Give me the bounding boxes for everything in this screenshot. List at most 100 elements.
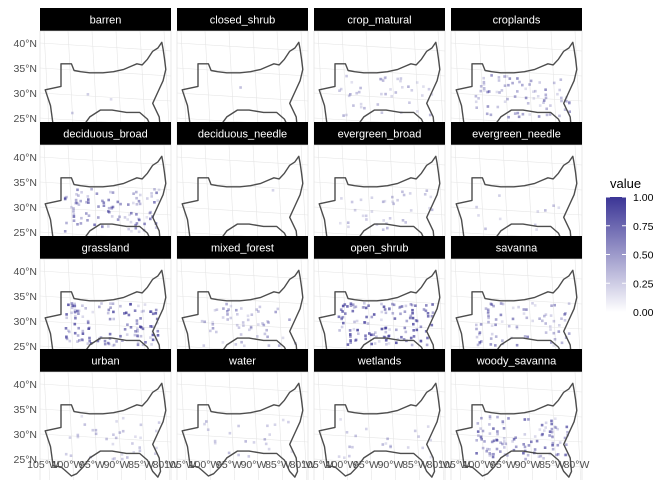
graticule-meridian: [67, 371, 75, 480]
density-cell: [134, 435, 137, 438]
density-cell: [74, 198, 78, 202]
density-cell: [123, 312, 126, 315]
density-cell: [149, 217, 152, 221]
graticule-meridian: [341, 371, 349, 480]
density-cell: [349, 335, 352, 338]
facet-strip-label: crop_matural: [347, 15, 411, 27]
density-cell: [274, 310, 277, 314]
density-cell: [73, 304, 77, 308]
density-cell: [357, 90, 361, 94]
y-tick-label: 25°N: [14, 454, 37, 466]
density-cell: [488, 454, 492, 457]
density-cell: [410, 343, 414, 347]
density-cell: [490, 332, 494, 336]
density-cell: [417, 435, 420, 438]
density-cell: [381, 79, 385, 82]
density-cell: [475, 106, 478, 109]
density-cell: [426, 315, 430, 318]
density-cell: [154, 308, 158, 312]
density-cell: [404, 304, 408, 308]
density-cell: [475, 327, 478, 331]
graticule-meridian: [139, 371, 147, 480]
density-cell: [543, 314, 546, 318]
density-cell: [388, 328, 391, 331]
density-cell: [481, 429, 485, 433]
density-cell: [402, 338, 406, 341]
density-cell: [553, 338, 557, 341]
density-cell: [480, 416, 483, 420]
density-cell: [248, 328, 251, 332]
density-cell: [71, 111, 74, 115]
density-cell: [395, 328, 398, 332]
y-tick-label: 30°N: [14, 429, 37, 441]
density-cells: [271, 189, 275, 192]
density-cell: [409, 336, 413, 340]
density-cell: [476, 430, 480, 433]
density-cell: [422, 85, 425, 88]
density-cell: [73, 322, 77, 326]
density-cell: [365, 427, 368, 431]
density-cell: [65, 313, 68, 316]
density-cell: [491, 455, 495, 459]
density-cell: [98, 305, 101, 309]
density-cell: [135, 203, 139, 206]
density-cell: [144, 341, 147, 344]
density-cell: [501, 302, 505, 306]
density-cell: [263, 438, 267, 441]
density-cell: [121, 457, 124, 461]
density-cell: [514, 436, 517, 439]
density-cell: [552, 344, 555, 347]
density-cell: [492, 439, 496, 443]
facet-panel-wetlands: wetlands: [313, 349, 446, 480]
density-cell: [106, 311, 110, 315]
density-cells: [63, 187, 161, 234]
graticule-parallel: [176, 270, 309, 280]
density-cell: [97, 205, 100, 208]
graticule-parallel: [313, 383, 446, 393]
density-cell: [563, 313, 566, 316]
density-cell: [380, 111, 384, 114]
density-cell: [567, 302, 571, 305]
density-cell: [93, 223, 96, 227]
density-cell: [239, 333, 243, 336]
density-cell: [496, 430, 499, 433]
panel-background: [176, 371, 309, 480]
density-cell: [485, 449, 488, 453]
density-cell: [118, 431, 122, 434]
density-cell: [205, 420, 208, 423]
graticule-parallel: [39, 92, 172, 102]
x-tick-label: 80°W: [564, 459, 590, 471]
density-cell: [384, 339, 388, 342]
facet-strip-label: open_shrub: [350, 243, 408, 255]
density-cell: [236, 313, 239, 316]
density-cell: [550, 434, 554, 438]
region-outline: [318, 41, 441, 137]
density-cell: [501, 442, 504, 446]
density-cell: [140, 310, 144, 313]
region-outline: [181, 41, 304, 137]
density-cell: [542, 101, 545, 104]
density-cell: [532, 97, 536, 100]
density-cell: [533, 223, 537, 227]
density-cell: [425, 304, 428, 307]
density-cell: [490, 324, 494, 327]
density-cell: [350, 200, 354, 204]
graticule-parallel: [450, 156, 583, 166]
density-cell: [72, 207, 75, 210]
graticule-parallel: [450, 92, 583, 102]
density-cell: [70, 302, 74, 305]
density-cell: [109, 98, 113, 101]
density-cell: [136, 329, 139, 332]
density-cell: [123, 328, 127, 331]
density-cell: [370, 315, 374, 319]
density-cell: [544, 88, 547, 91]
density-cell: [500, 89, 504, 92]
density-cell: [127, 313, 131, 317]
density-cell: [407, 85, 410, 88]
density-cell: [496, 432, 499, 436]
legend-tick-label: 0.50: [633, 250, 654, 262]
density-cell: [500, 320, 504, 323]
density-cells: [200, 302, 297, 348]
density-cell: [85, 212, 88, 215]
density-cell: [560, 341, 564, 345]
